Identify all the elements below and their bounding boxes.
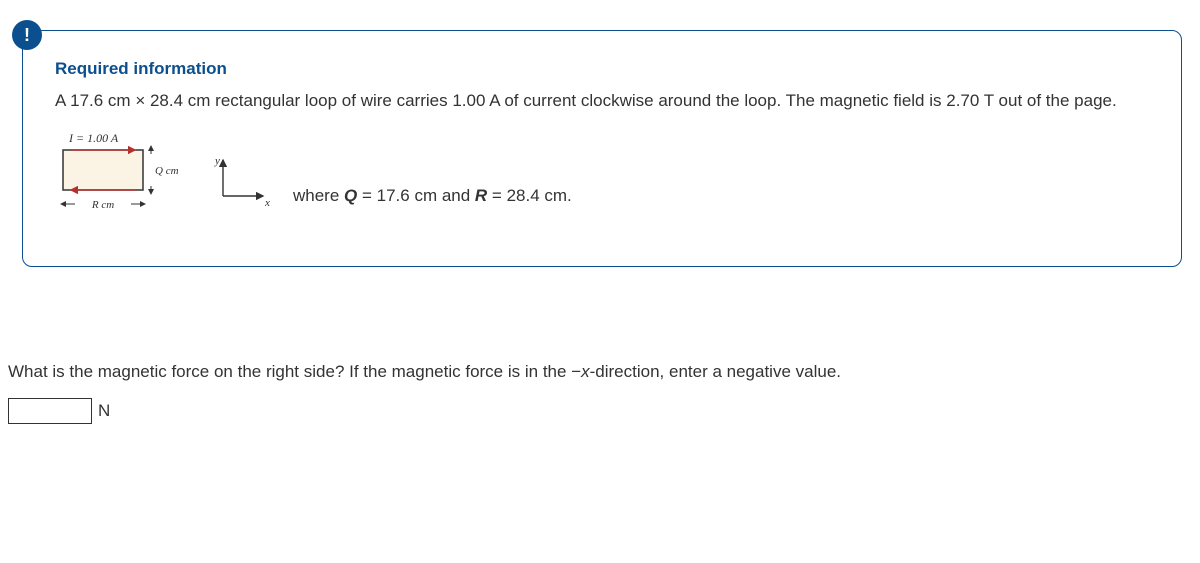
- svg-text:x: x: [264, 197, 270, 209]
- answer-row: N: [8, 398, 110, 424]
- problem-statement: A 17.6 cm × 28.4 cm rectangular loop of …: [55, 89, 1149, 114]
- r-equals: = 28.4 cm.: [487, 186, 572, 205]
- alert-icon-glyph: !: [24, 25, 30, 46]
- x-var: x: [581, 362, 590, 381]
- diagram-row: I = 1.00 A Q cm R cm y x where Q = 17.6 cm a…: [55, 130, 1149, 222]
- unit-label: N: [98, 401, 110, 421]
- svg-text:R cm: R cm: [91, 199, 114, 211]
- question-text: What is the magnetic force on the right …: [8, 362, 841, 382]
- question-pre: What is the magnetic force on the right …: [8, 362, 571, 381]
- where-prefix: where: [293, 186, 344, 205]
- required-heading: Required information: [55, 59, 1149, 79]
- neg-sign: −: [571, 362, 581, 381]
- alert-icon: !: [12, 20, 42, 50]
- where-text: where Q = 17.6 cm and R = 28.4 cm.: [293, 146, 572, 206]
- answer-input[interactable]: [8, 398, 92, 424]
- question-post: -direction, enter a negative value.: [590, 362, 841, 381]
- loop-diagram: I = 1.00 A Q cm R cm y x: [55, 130, 275, 222]
- var-q: Q: [344, 186, 357, 205]
- svg-text:y: y: [214, 155, 220, 167]
- svg-text:I = 1.00 A: I = 1.00 A: [68, 131, 119, 145]
- required-info-panel: ! Required information A 17.6 cm × 28.4 …: [22, 30, 1182, 267]
- var-r: R: [475, 186, 487, 205]
- svg-text:Q cm: Q cm: [155, 165, 179, 177]
- q-equals: = 17.6 cm and: [357, 186, 475, 205]
